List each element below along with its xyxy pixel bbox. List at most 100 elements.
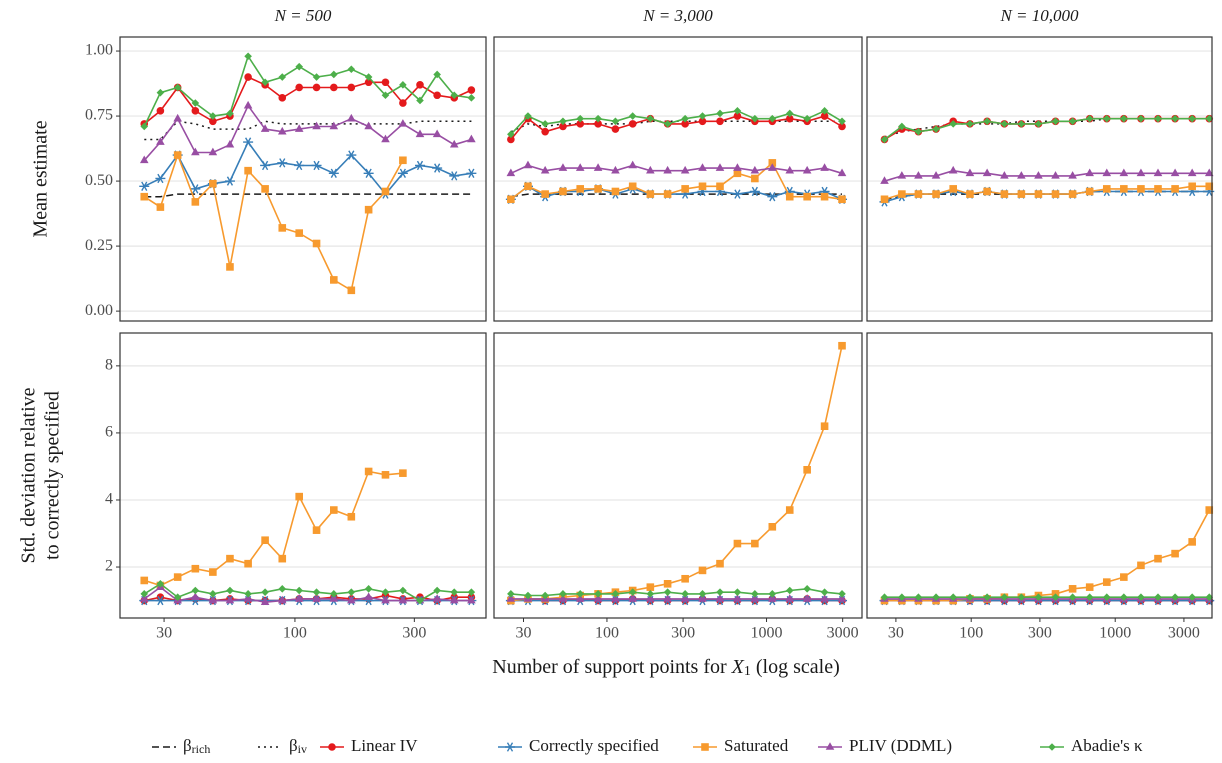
point <box>156 580 165 588</box>
point <box>1154 593 1162 602</box>
y-axis-label: to correctly specified <box>42 391 64 560</box>
point <box>880 195 889 204</box>
point <box>381 187 390 196</box>
point <box>1102 114 1111 123</box>
legend-label-sub: iv <box>298 742 307 756</box>
point <box>295 492 303 501</box>
point <box>278 554 287 563</box>
point <box>838 341 846 350</box>
point <box>785 165 795 174</box>
series-line <box>143 54 472 127</box>
point <box>898 122 906 131</box>
point <box>173 83 182 92</box>
point <box>155 173 166 184</box>
point <box>681 590 689 598</box>
point <box>751 590 759 598</box>
point <box>593 594 603 602</box>
point <box>295 229 303 237</box>
panel-background <box>120 37 486 321</box>
point <box>680 594 690 602</box>
point <box>191 107 200 115</box>
point <box>646 590 655 598</box>
point <box>1137 185 1145 193</box>
point <box>260 597 270 606</box>
point <box>932 190 940 198</box>
legend-marker <box>825 742 835 750</box>
point <box>1154 185 1162 193</box>
point <box>399 99 407 107</box>
point <box>983 117 991 126</box>
legend-label-text: Correctly specified <box>529 736 659 755</box>
point <box>733 112 742 120</box>
point <box>209 112 217 120</box>
point <box>716 109 724 118</box>
point <box>785 192 794 201</box>
point <box>732 189 743 199</box>
x-tick-label: 3000 <box>827 625 859 642</box>
point <box>1153 168 1163 177</box>
point <box>680 165 690 174</box>
point <box>1137 561 1145 570</box>
legend-marker <box>328 743 336 751</box>
point <box>416 81 424 89</box>
point <box>803 466 811 474</box>
point <box>768 159 777 167</box>
point <box>364 205 373 214</box>
point <box>347 286 356 295</box>
point <box>1017 190 1026 198</box>
point <box>1085 593 1094 602</box>
point <box>278 585 287 593</box>
point <box>716 117 724 126</box>
point <box>1000 171 1009 179</box>
point <box>507 135 515 144</box>
point <box>381 134 390 143</box>
point <box>558 594 568 602</box>
point <box>733 539 742 548</box>
point <box>541 120 549 128</box>
point <box>540 165 550 174</box>
point <box>294 160 305 171</box>
point <box>785 109 794 118</box>
point <box>398 595 408 604</box>
point <box>914 171 923 179</box>
point <box>156 107 165 115</box>
point <box>611 187 620 196</box>
point <box>628 112 637 120</box>
point <box>330 506 338 514</box>
point <box>576 114 585 123</box>
point <box>1051 117 1060 126</box>
panel-background <box>120 333 486 618</box>
point <box>294 594 304 602</box>
point <box>191 586 200 595</box>
point <box>260 124 270 132</box>
point <box>209 568 217 576</box>
point <box>244 166 252 175</box>
point <box>364 592 373 601</box>
point <box>750 594 760 602</box>
point <box>225 139 235 148</box>
point <box>785 586 794 595</box>
point <box>716 559 724 568</box>
point <box>173 593 182 602</box>
y-tick-label: 8 <box>105 357 113 374</box>
point <box>381 595 390 604</box>
point <box>381 78 390 87</box>
point <box>785 114 794 123</box>
point <box>733 588 742 596</box>
point <box>948 165 958 174</box>
point <box>312 73 321 81</box>
point <box>243 100 253 109</box>
x-tick-label: 300 <box>671 625 695 642</box>
point <box>1120 573 1128 581</box>
point <box>802 165 812 174</box>
point <box>785 594 795 602</box>
y-tick-label: 0.25 <box>85 237 113 254</box>
legend-item: Abadie's κ <box>1040 736 1143 755</box>
point <box>1102 185 1111 193</box>
point <box>949 120 958 128</box>
legend-item: Linear IV <box>320 736 418 755</box>
point <box>399 586 407 595</box>
point <box>244 52 252 61</box>
legend-label-text: β <box>183 736 192 755</box>
